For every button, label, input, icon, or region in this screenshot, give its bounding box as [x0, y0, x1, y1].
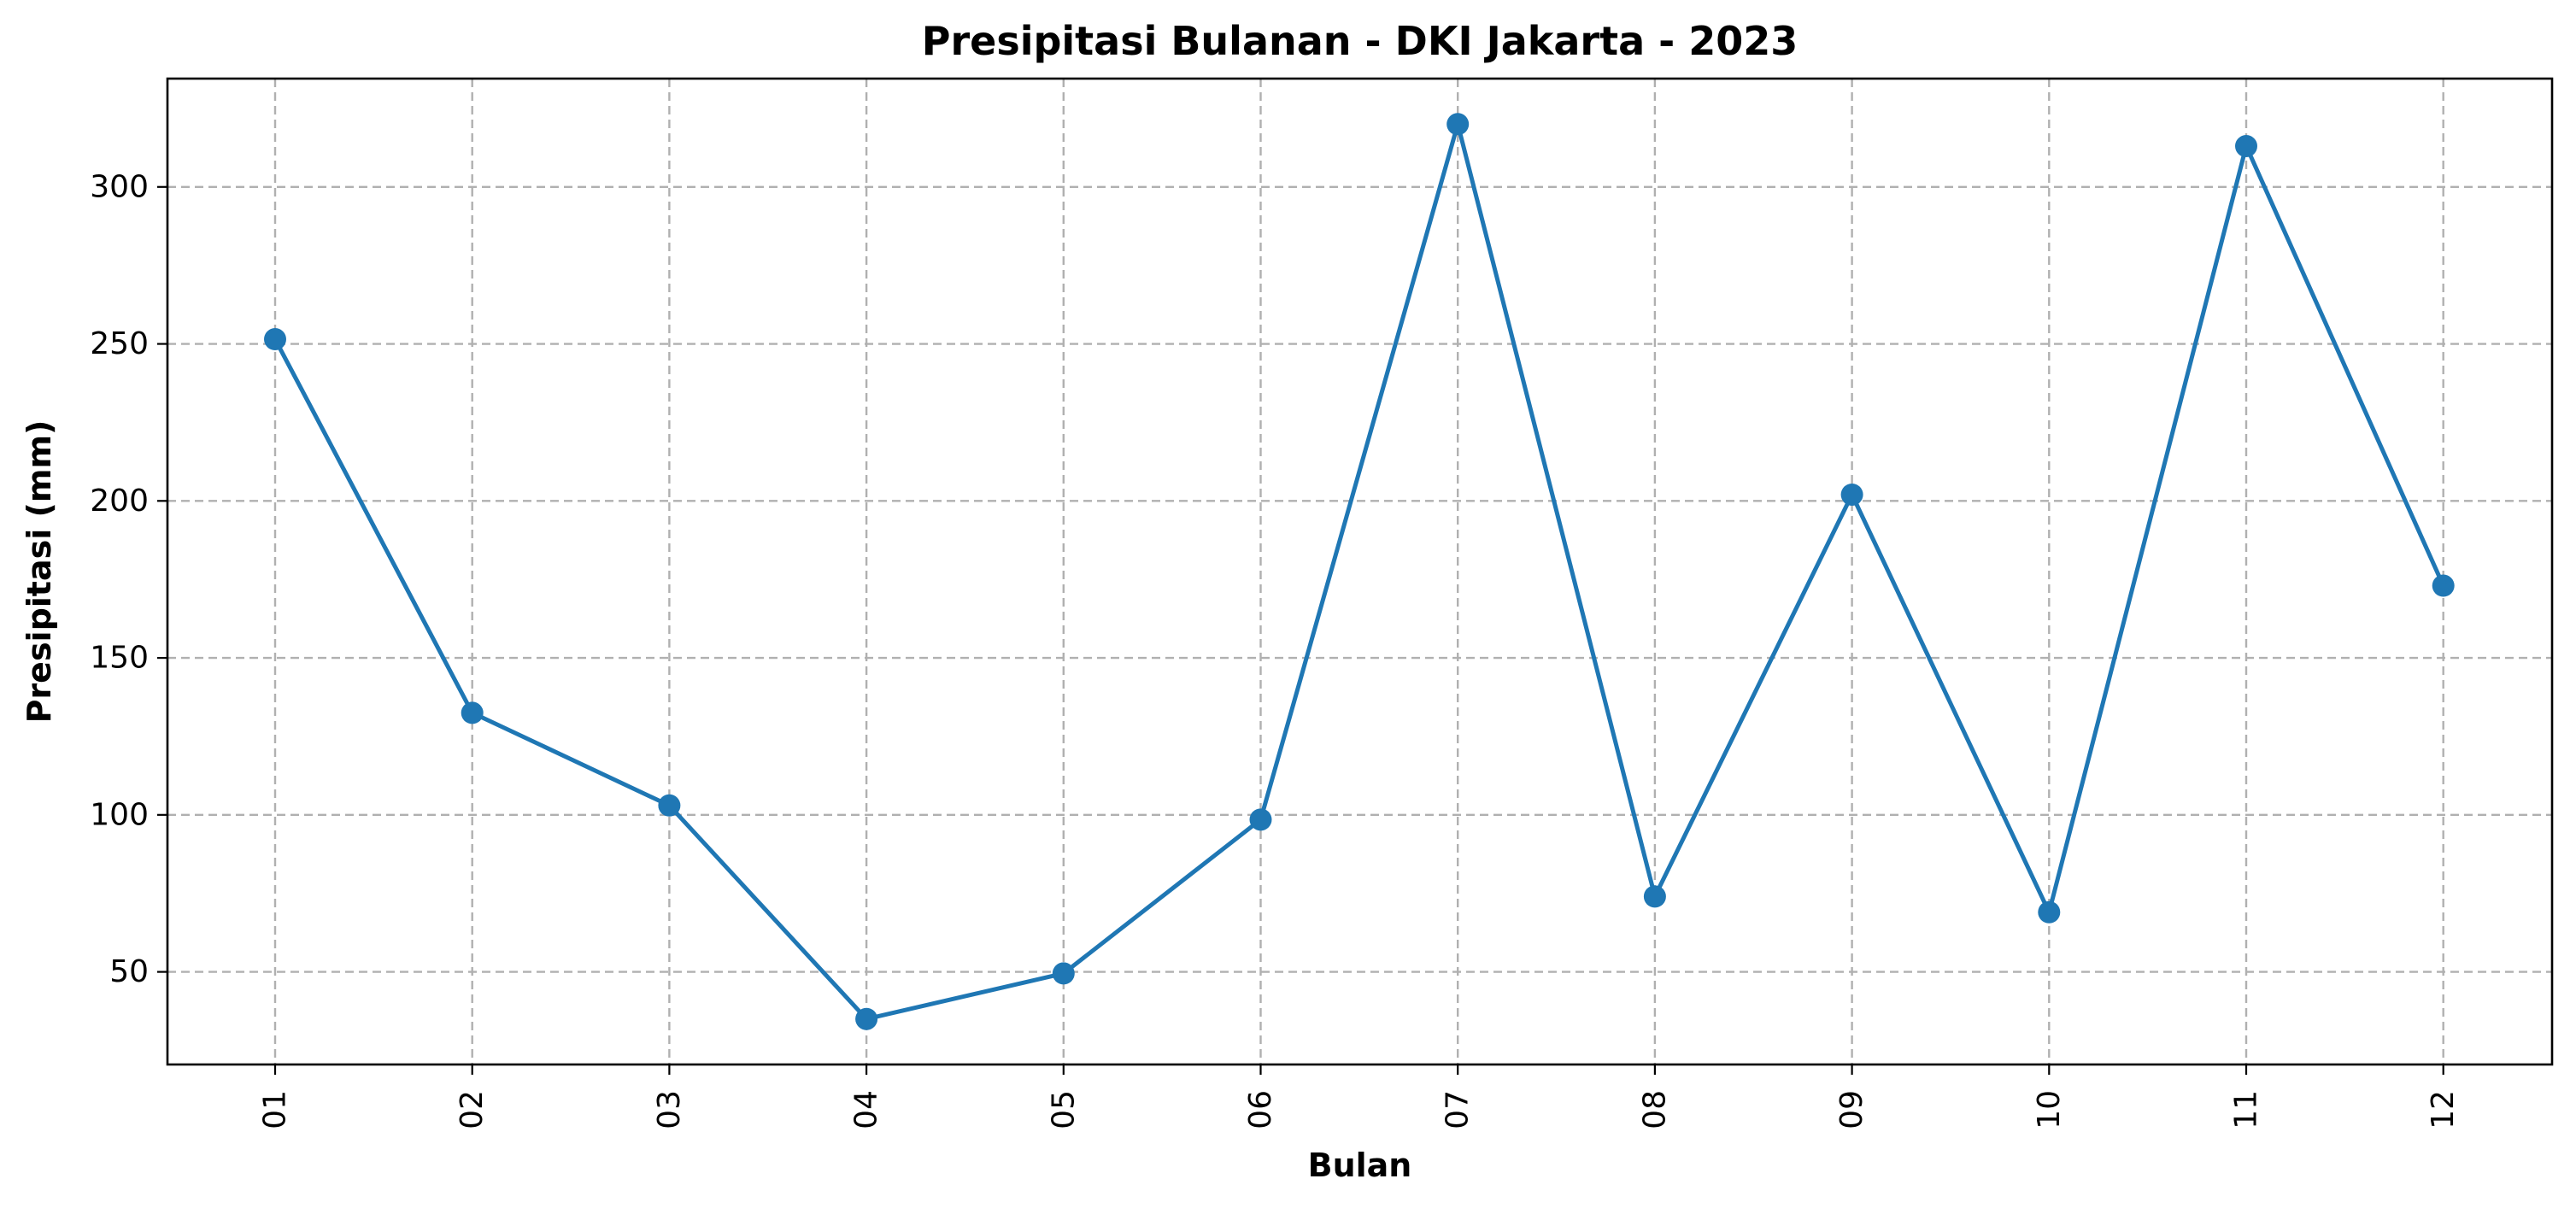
y-tick-label: 300: [90, 169, 149, 204]
x-tick-label: 04: [849, 1090, 884, 1129]
x-tick-label: 03: [652, 1090, 687, 1129]
x-tick-label: 10: [2032, 1090, 2067, 1129]
x-tick-label: 01: [258, 1090, 293, 1129]
y-tick-label: 150: [90, 641, 149, 676]
chart-title: Presipitasi Bulanan - DKI Jakarta - 2023: [922, 18, 1799, 64]
data-point: [1052, 962, 1075, 985]
x-tick-label: 06: [1243, 1090, 1278, 1129]
x-tick-label: 11: [2229, 1090, 2264, 1129]
y-tick-label: 100: [90, 797, 149, 832]
data-point: [264, 328, 286, 351]
plot-frame: [166, 77, 2554, 1066]
data-point: [461, 701, 484, 724]
data-point: [658, 794, 681, 817]
data-point: [1643, 885, 1666, 908]
y-tick-label: 50: [109, 954, 149, 989]
data-point: [2038, 900, 2061, 924]
grid: [167, 79, 2552, 1064]
y-tick-label: 200: [90, 484, 149, 519]
x-tick-label: 12: [2426, 1090, 2461, 1129]
data-point: [1446, 113, 1470, 136]
x-tick-label: 05: [1046, 1090, 1081, 1129]
x-tick-label: 08: [1637, 1090, 1672, 1129]
axis-ticks: 01 02 03 04 05 06 07 08 09 10 11 12 50 100 150 200 250 30…: [90, 169, 2461, 1129]
x-tick-label: 02: [455, 1090, 490, 1129]
data-point: [1249, 808, 1272, 831]
data-point: [1840, 483, 1863, 506]
x-tick-label: 07: [1441, 1090, 1476, 1129]
x-axis-label: Bulan: [1308, 1147, 1412, 1184]
series-layer: [264, 113, 2455, 1030]
data-point: [2432, 574, 2455, 597]
series-line: [273, 121, 2445, 1022]
y-tick-label: 250: [90, 326, 149, 361]
y-axis-label: Presipitasi (mm): [21, 420, 58, 724]
data-point: [855, 1007, 878, 1030]
data-point: [2235, 135, 2257, 158]
x-tick-label: 09: [1834, 1090, 1869, 1129]
